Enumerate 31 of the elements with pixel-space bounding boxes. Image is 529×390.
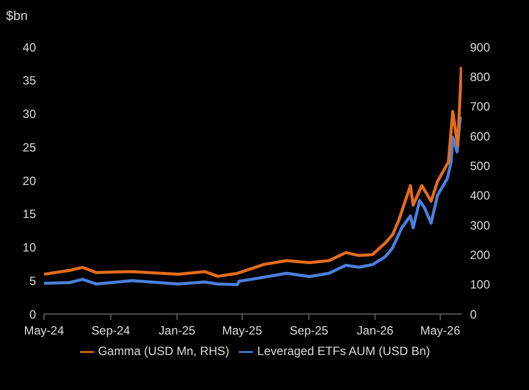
x-tick-label: Sep-25: [290, 324, 329, 338]
legend-label: Leveraged ETFs AUM (USD Bn): [257, 344, 430, 358]
x-tick-label: Sep-24: [91, 324, 130, 338]
y-tick-label: 5: [29, 274, 36, 288]
line-series: [44, 65, 462, 278]
legend-label: Gamma (USD Mn, RHS): [98, 344, 230, 358]
y2-tick-label: 200: [470, 248, 490, 262]
y-tick-label: 15: [22, 207, 36, 222]
y-tick-label: 20: [22, 174, 36, 188]
y2-tick-label: 500: [470, 158, 490, 173]
y-tick-label: 35: [22, 74, 36, 88]
x-tick-label: May-26: [420, 324, 461, 338]
y-tick-label: 0: [29, 307, 36, 322]
y-axis-title: $bn: [6, 8, 28, 23]
y2-tick-label: 700: [470, 100, 490, 114]
y2-tick-label: 800: [470, 70, 490, 84]
line-series: [44, 114, 462, 286]
y2-tick-label: 600: [470, 129, 490, 144]
y-tick-label: 25: [22, 140, 36, 154]
y2-tick-label: 900: [470, 40, 490, 54]
y-tick-label: 10: [22, 240, 36, 255]
y2-tick-label: 0: [470, 307, 477, 322]
y2-tick-label: 400: [470, 188, 490, 203]
y-tick-label: 40: [22, 40, 36, 54]
y2-tick-label: 100: [470, 278, 490, 292]
x-tick-label: Jan-26: [356, 324, 394, 338]
y-tick-label: 30: [22, 107, 36, 122]
x-tick-label: May-24: [24, 324, 64, 338]
x-tick-label: Jan-25: [158, 324, 196, 338]
x-tick-label: May-25: [222, 324, 262, 338]
y2-tick-label: 300: [470, 218, 490, 232]
